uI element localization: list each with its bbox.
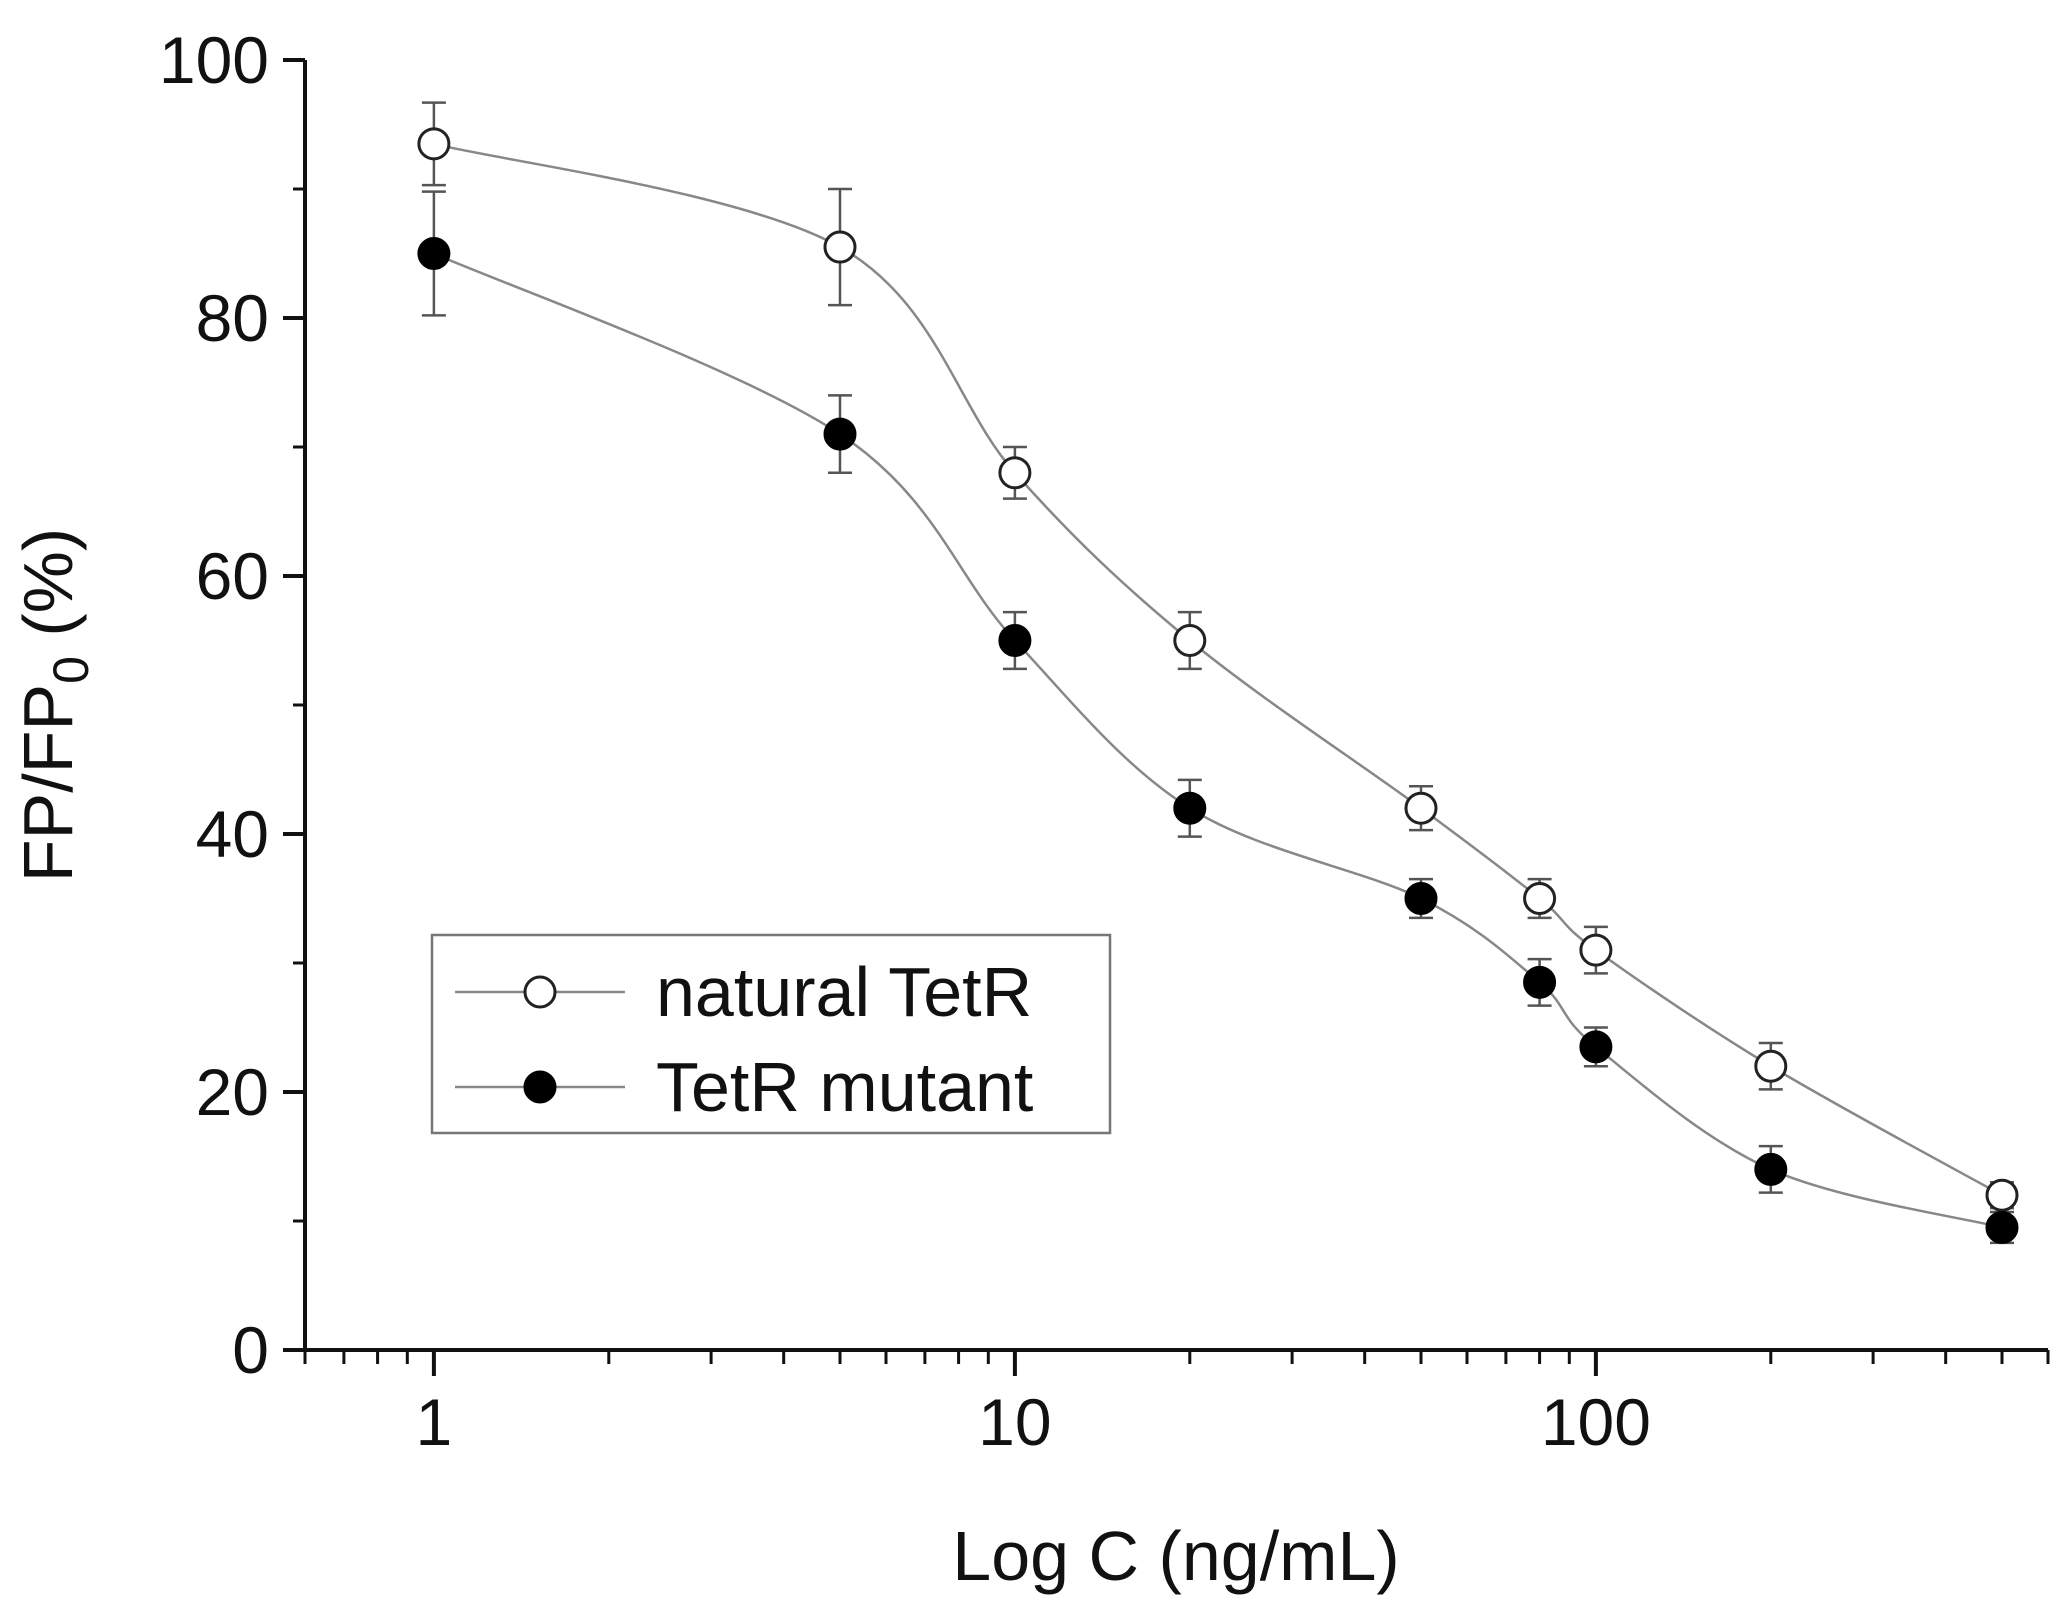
legend-label-tetr-mutant: TetR mutant <box>656 1048 1033 1126</box>
data-point-tetr-mutant <box>823 417 857 451</box>
data-point-tetr-mutant <box>417 237 451 270</box>
data-point-natural-tetr <box>1404 791 1438 825</box>
legend-marker-tetr-mutant <box>523 1070 557 1104</box>
x-axis-ticks: 1 10 100 <box>303 1350 2050 1459</box>
data-point-tetr-mutant <box>1754 1152 1788 1186</box>
data-point-tetr-mutant <box>1985 1210 2019 1244</box>
y-axis-title-main: FP/FP <box>9 684 87 882</box>
data-point-tetr-mutant <box>998 624 1032 657</box>
y-tick-label: 80 <box>196 281 269 355</box>
legend-item-natural-tetr: natural TetR <box>455 953 1032 1031</box>
y-axis-ticks: 0 20 40 60 80 100 <box>159 23 305 1387</box>
x-tick-label: 100 <box>1541 1385 1651 1459</box>
data-point-natural-tetr <box>823 230 857 264</box>
x-tick-label: 1 <box>416 1385 453 1459</box>
y-axis-title-suffix: (%) <box>9 528 87 656</box>
y-tick-label: 60 <box>196 539 269 613</box>
data-point-natural-tetr <box>1754 1049 1788 1083</box>
data-point-natural-tetr <box>998 456 1032 490</box>
y-tick-label: 100 <box>159 23 269 97</box>
legend-item-tetr-mutant: TetR mutant <box>455 1048 1033 1126</box>
data-point-natural-tetr <box>1523 882 1557 915</box>
data-markers <box>417 127 2019 1244</box>
x-tick-label: 10 <box>978 1385 1051 1459</box>
legend-marker-natural-tetr <box>523 975 557 1009</box>
y-tick-label: 20 <box>196 1055 269 1129</box>
data-point-tetr-mutant <box>1173 791 1207 825</box>
y-axis-title: FP/FP0 (%) <box>9 528 99 882</box>
data-point-tetr-mutant <box>1523 965 1557 999</box>
data-point-tetr-mutant <box>1579 1030 1613 1064</box>
data-point-tetr-mutant <box>1404 882 1438 915</box>
data-point-natural-tetr <box>1579 933 1613 967</box>
legend: natural TetR TetR mutant <box>430 933 1112 1135</box>
y-tick-label: 40 <box>196 797 269 871</box>
x-axis-title: Log C (ng/mL) <box>952 1517 1399 1595</box>
y-tick-label: 0 <box>232 1313 269 1387</box>
legend-label-natural-tetr: natural TetR <box>656 953 1032 1031</box>
data-point-natural-tetr <box>1173 624 1207 657</box>
data-point-natural-tetr <box>417 127 451 161</box>
data-point-natural-tetr <box>1985 1178 2019 1212</box>
axes <box>303 60 2048 1352</box>
y-axis-title-subscript: 0 <box>43 656 99 684</box>
